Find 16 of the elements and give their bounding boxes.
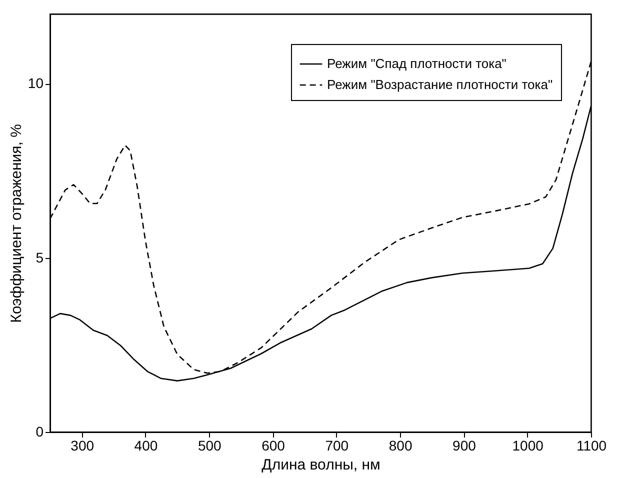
legend-label: Режим "Спад плотности тока"	[327, 56, 507, 71]
y-axis-title: Коэффициент отражения, %	[8, 124, 25, 323]
y-tick-label: 0	[36, 424, 44, 440]
x-tick-label: 700	[325, 438, 349, 454]
x-tick-label: 400	[134, 438, 158, 454]
y-tick-label: 10	[28, 75, 44, 92]
x-tick-label: 300	[70, 438, 94, 454]
x-tick-label: 1100	[576, 438, 607, 454]
x-tick-label: 500	[198, 438, 222, 454]
x-tick-label: 600	[262, 438, 286, 454]
x-tick-label: 1000	[512, 438, 544, 454]
x-tick-label: 800	[388, 438, 412, 454]
y-tick-label: 5	[36, 249, 44, 266]
x-axis-title: Длина волны, нм	[262, 456, 380, 474]
legend-label: Режим "Возрастание плотности тока"	[327, 77, 553, 92]
x-tick-label: 900	[452, 438, 476, 454]
